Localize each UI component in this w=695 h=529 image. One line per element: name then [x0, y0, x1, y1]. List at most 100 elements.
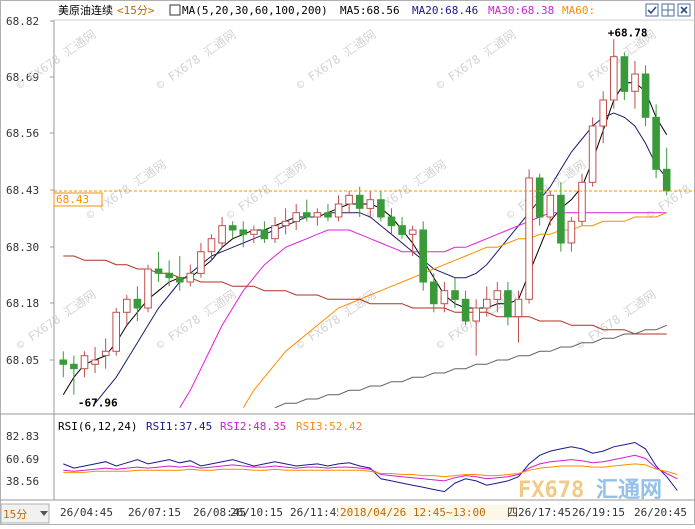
time-tick: 26/08:45	[193, 506, 246, 519]
ma30-value: MA30:68.38	[488, 4, 554, 17]
rsi-tick: 60.69	[6, 453, 39, 466]
candle-body	[366, 199, 375, 209]
candle-body	[525, 177, 533, 300]
brand-logo: FX678 汇通网	[518, 478, 662, 503]
checkbox-icon[interactable]	[645, 3, 659, 17]
candle-body	[398, 225, 406, 235]
candle-body	[493, 290, 502, 300]
candle-body	[546, 194, 555, 218]
candle-body	[662, 168, 671, 192]
candle-body	[144, 268, 152, 309]
high-label: 68.78	[614, 26, 647, 39]
price-tick: 68.05	[6, 354, 39, 367]
candle-body	[472, 307, 480, 322]
candlestick-layer	[59, 39, 671, 395]
candle-body	[419, 229, 427, 283]
brand-fx: FX678	[518, 478, 584, 503]
candle-body	[271, 225, 279, 240]
period-tag: <15分>	[117, 4, 155, 17]
candle-body	[387, 216, 396, 227]
period-selector[interactable]: 15分	[0, 503, 50, 524]
close-icon[interactable]	[677, 3, 691, 17]
rsi2-line	[63, 454, 678, 482]
candle-body	[154, 268, 163, 274]
candle-body	[303, 212, 311, 218]
candle-body	[557, 194, 565, 244]
candle-body	[133, 298, 142, 309]
current-price-label: 68.43	[56, 193, 89, 206]
price-tick: 68.30	[6, 241, 39, 254]
ma5-line	[62, 82, 668, 395]
candle-body	[599, 99, 608, 127]
candle-body	[250, 229, 258, 235]
rsi1-value: RSI1:37.45	[146, 420, 212, 433]
candle-body	[112, 311, 121, 352]
candle-body	[355, 194, 364, 209]
ma-indicator-icon[interactable]	[169, 4, 181, 16]
candle-body	[292, 212, 300, 222]
ma200-line	[274, 324, 667, 409]
candle-body	[620, 56, 629, 92]
instrument-name: 美原油连续	[58, 3, 113, 17]
rsi2-value: RSI2:48.35	[220, 420, 286, 433]
time-tick: 26/17:45	[518, 506, 571, 519]
current-price-badge	[53, 192, 103, 207]
chevron-down-icon	[40, 511, 48, 516]
candle-body	[652, 116, 660, 170]
rsi-layer	[63, 441, 678, 493]
candle-body	[567, 220, 576, 244]
low-marker: -67.96	[78, 397, 118, 410]
candle-body	[91, 359, 99, 365]
candle-body	[610, 56, 618, 101]
candle-body	[123, 298, 131, 313]
time-note: 2018/04/26 12:45~13:00	[340, 506, 486, 519]
candle-body	[631, 73, 639, 92]
candle-body	[313, 212, 322, 218]
candle-body	[440, 290, 449, 305]
price-tick: 68.56	[6, 127, 39, 140]
candle-body	[239, 229, 248, 235]
candle-body	[260, 229, 269, 240]
candle-body	[504, 290, 512, 318]
candle-body	[535, 177, 544, 218]
candle-body	[281, 220, 290, 227]
time-highlight	[338, 505, 518, 520]
candle-body	[578, 181, 586, 222]
rsi-tick: 82.83	[6, 430, 39, 443]
time-note-suffix: 四	[507, 506, 518, 519]
candle-body	[80, 355, 89, 370]
low-label: 67.96	[85, 397, 118, 410]
candle-body	[461, 298, 470, 322]
rsi3-value: RSI3:52.42	[296, 420, 362, 433]
candle-body	[218, 225, 226, 244]
time-tick: 26/19:15	[572, 506, 625, 519]
price-tick: 68.82	[6, 15, 39, 28]
candle-body	[641, 73, 650, 118]
candle-body	[228, 225, 237, 231]
candle-body	[59, 359, 68, 365]
ma100-line	[63, 255, 667, 335]
time-tick: 26/20:45	[634, 506, 687, 519]
rsi-tick: 38.56	[6, 475, 39, 488]
ma60-line	[242, 212, 667, 408]
time-tick: 26/07:15	[128, 506, 181, 519]
time-tick: 26/04:45	[60, 506, 113, 519]
price-ticks	[50, 20, 54, 361]
price-tick: 68.18	[6, 297, 39, 310]
candle-body	[101, 350, 110, 357]
candle-body	[207, 238, 216, 253]
candle-body	[483, 298, 491, 309]
brand-cn: 汇通网	[596, 478, 662, 503]
rsi3-line	[63, 463, 678, 478]
price-axis: 68.82 68.69 68.56 68.43 68.30 68.18 68.0…	[6, 15, 39, 367]
candle-body	[186, 272, 195, 283]
candle-body	[334, 203, 343, 218]
ma60-value: MA60:	[562, 4, 595, 17]
grid-icon[interactable]	[661, 3, 675, 17]
period-selector-label: 15分	[3, 508, 27, 521]
time-tick: 26/11:45	[290, 506, 343, 519]
candle-body	[514, 298, 523, 318]
